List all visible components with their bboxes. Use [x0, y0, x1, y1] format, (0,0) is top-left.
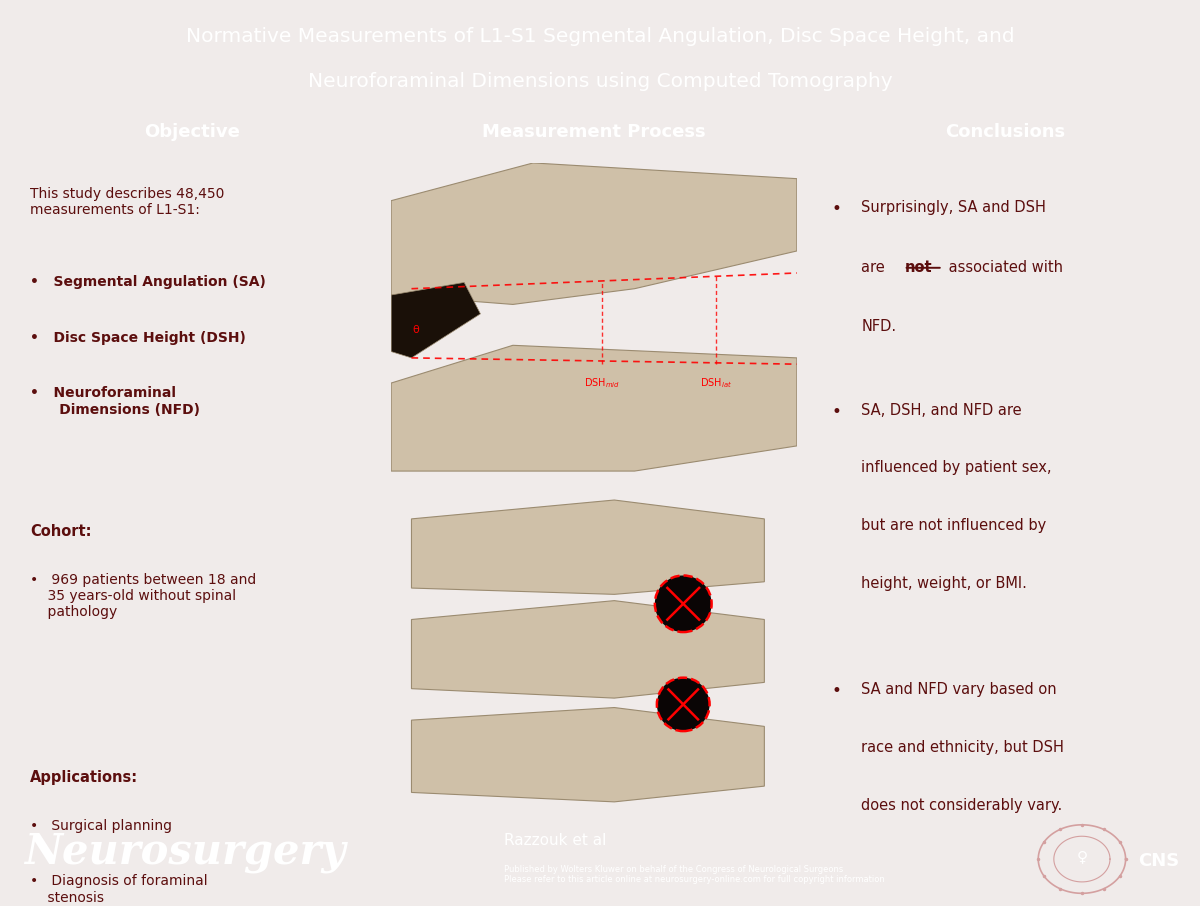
Polygon shape [412, 500, 764, 594]
Text: Measurement Process: Measurement Process [482, 123, 706, 141]
Text: influenced by patient sex,: influenced by patient sex, [862, 460, 1052, 476]
Text: associated with: associated with [943, 260, 1063, 275]
Text: Applications:: Applications: [30, 769, 138, 785]
Text: but are not influenced by: but are not influenced by [862, 518, 1046, 533]
Text: •: • [832, 403, 841, 420]
Text: height, weight, or BMI.: height, weight, or BMI. [862, 575, 1027, 591]
Text: θ: θ [412, 324, 419, 334]
Text: This study describes 48,450
measurements of L1-S1:: This study describes 48,450 measurements… [30, 187, 224, 217]
Text: Neuroforaminal Dimensions using Computed Tomography: Neuroforaminal Dimensions using Computed… [307, 72, 893, 91]
Text: •: • [832, 682, 841, 700]
Text: not: not [905, 260, 932, 275]
Polygon shape [391, 345, 797, 471]
Text: Normative Measurements of L1-S1 Segmental Angulation, Disc Space Height, and: Normative Measurements of L1-S1 Segmenta… [186, 27, 1014, 46]
Polygon shape [391, 283, 480, 358]
Text: DSH$_{lat}$: DSH$_{lat}$ [700, 376, 732, 390]
Text: SA and NFD vary based on: SA and NFD vary based on [862, 682, 1057, 698]
Polygon shape [412, 601, 764, 699]
Text: race and ethnicity, but DSH: race and ethnicity, but DSH [862, 740, 1064, 755]
Text: are: are [862, 260, 889, 275]
Text: Neurosurgery: Neurosurgery [24, 831, 346, 872]
Text: Razzouk et al: Razzouk et al [504, 834, 606, 848]
Text: Published by Wolters Kluwer on behalf of the Congress of Neurological Surgeons
P: Published by Wolters Kluwer on behalf of… [504, 864, 884, 884]
Ellipse shape [655, 575, 712, 632]
Text: •   969 patients between 18 and
    35 years-old without spinal
    pathology: • 969 patients between 18 and 35 years-o… [30, 573, 257, 620]
Text: does not considerably vary.: does not considerably vary. [862, 797, 1063, 813]
Text: •   Neuroforaminal
      Dimensions (NFD): • Neuroforaminal Dimensions (NFD) [30, 386, 200, 417]
Text: ♀: ♀ [1076, 849, 1087, 864]
Text: DSH$_{mid}$: DSH$_{mid}$ [584, 376, 620, 390]
Text: NFD.: NFD. [862, 319, 896, 334]
Text: •   Surgical planning: • Surgical planning [30, 819, 172, 833]
Text: Cohort:: Cohort: [30, 524, 91, 539]
Text: Conclusions: Conclusions [944, 123, 1066, 141]
Text: Objective: Objective [144, 123, 240, 141]
Text: CNS: CNS [1138, 852, 1180, 870]
Text: Surprisingly, SA and DSH: Surprisingly, SA and DSH [862, 199, 1046, 215]
Text: •: • [832, 199, 841, 217]
Polygon shape [412, 708, 764, 802]
Text: •   Disc Space Height (DSH): • Disc Space Height (DSH) [30, 331, 246, 344]
Ellipse shape [656, 678, 709, 731]
Text: •   Segmental Angulation (SA): • Segmental Angulation (SA) [30, 275, 266, 289]
Text: •   Diagnosis of foraminal
    stenosis: • Diagnosis of foraminal stenosis [30, 874, 208, 904]
Text: SA, DSH, and NFD are: SA, DSH, and NFD are [862, 403, 1022, 418]
Polygon shape [391, 163, 797, 304]
